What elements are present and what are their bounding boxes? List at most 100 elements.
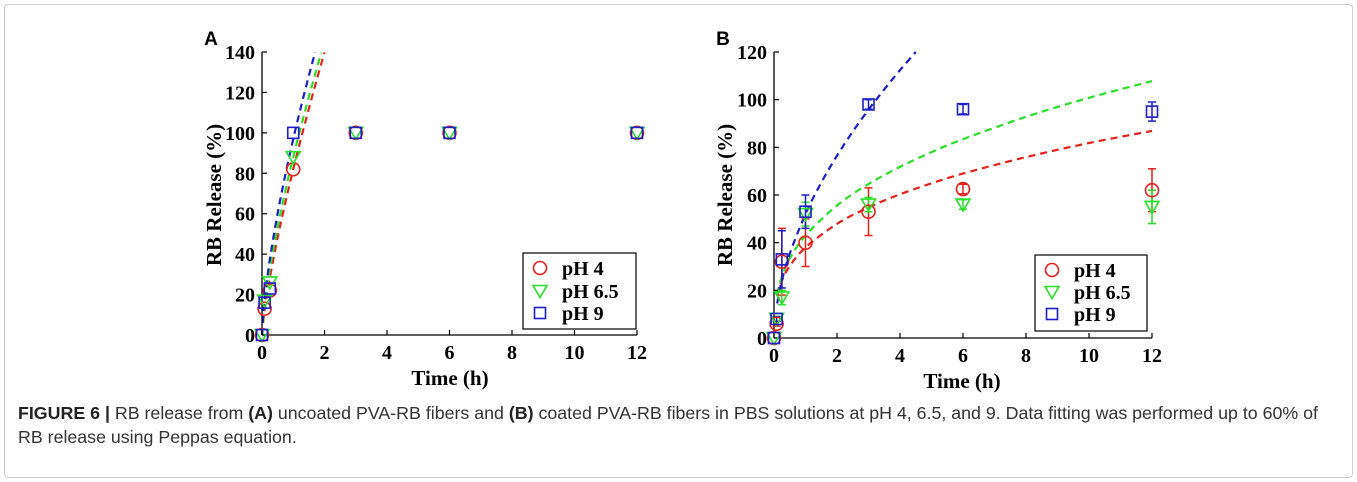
y-tick-label-a-3: 60 — [235, 204, 255, 226]
y-tick-label-a-2: 40 — [235, 244, 255, 266]
caption-text-4: RB release using Peppas equation. — [18, 427, 297, 447]
data-point-a-ph-9-5 — [443, 126, 456, 140]
data-point-a-ph-9-0 — [255, 328, 269, 342]
legend-label-b-ph-9: pH 9 — [1074, 304, 1116, 326]
caption-text-1: RB release from — [109, 403, 249, 423]
caption-panel-b-ref: (B) — [508, 403, 534, 423]
error-bar-b-ph-9-2 — [777, 230, 786, 289]
legend-box-b — [1034, 254, 1148, 332]
data-point-b-ph-9-4 — [862, 98, 875, 111]
data-point-a-ph-9-3 — [286, 126, 300, 140]
y-axis-label-b: RB Release (%) — [713, 124, 737, 266]
figure-caption: FIGURE 6 | RB release from (A) uncoated … — [18, 401, 1348, 449]
y-tick-label-a-7: 140 — [225, 42, 255, 64]
caption-panel-a-ref: (A) — [248, 403, 273, 423]
fit-line-b-2 — [776, 51, 917, 304]
y-axis-label-a: RB Release (%) — [202, 124, 226, 266]
data-point-b-ph-9-2 — [775, 253, 789, 266]
panel-label-a: A — [204, 29, 218, 50]
data-point-b-ph-9-6 — [1145, 105, 1159, 118]
y-tick-label-b-2: 40 — [747, 233, 767, 255]
x-tick-label-b-5: 10 — [1079, 345, 1099, 367]
data-point-b-ph-4-5 — [955, 181, 971, 197]
caption-text-2: uncoated PVA-RB fibers and — [272, 403, 509, 423]
y-tick-label-b-1: 20 — [747, 280, 767, 302]
y-tick-label-b-3: 60 — [747, 185, 767, 207]
figure-frame — [4, 4, 1353, 478]
error-bar-b-ph-4-5 — [959, 183, 967, 195]
legend-marker-a-ph-6-5 — [531, 284, 549, 300]
fit-line-a-2 — [260, 51, 317, 336]
x-tick-label-b-2: 4 — [895, 345, 905, 367]
data-point-b-ph-9-5 — [956, 102, 970, 116]
data-point-a-ph-9-2 — [263, 282, 277, 295]
data-point-b-ph-6-5-3 — [797, 207, 814, 223]
y-tick-label-a-6: 120 — [225, 82, 255, 104]
data-point-a-ph-9-6 — [630, 126, 644, 140]
data-point-a-ph-9-4 — [349, 126, 363, 140]
data-point-b-ph-9-0 — [767, 331, 781, 345]
fit-line-b-1 — [776, 80, 1153, 295]
data-point-b-ph-6-5-6 — [1143, 200, 1161, 216]
legend-marker-a-ph-9 — [533, 306, 547, 320]
panel-label-b: B — [716, 29, 730, 50]
legend-marker-b-ph-4 — [1044, 262, 1060, 278]
legend-label-b-ph-4: pH 4 — [1074, 260, 1116, 282]
x-axis-label-b: Time (h) — [923, 369, 1000, 393]
data-point-a-ph-6-5-3 — [284, 150, 302, 166]
y-tick-label-a-5: 100 — [225, 123, 255, 145]
error-bar-b-ph-9-5 — [959, 103, 967, 115]
x-tick-label-a-3: 6 — [445, 342, 455, 364]
data-point-a-ph-9-1 — [258, 296, 271, 309]
data-point-b-ph-9-1 — [770, 312, 783, 326]
y-tick-label-a-4: 80 — [235, 163, 255, 185]
error-bar-b-ph-9-3 — [801, 194, 810, 230]
x-axis-label-a: Time (h) — [411, 366, 488, 390]
x-tick-label-a-6: 12 — [627, 342, 647, 364]
data-point-b-ph-6-5-2 — [773, 291, 791, 306]
x-tick-label-a-2: 4 — [382, 342, 392, 364]
y-tick-label-b-5: 100 — [737, 90, 767, 112]
error-bar-b-ph-9-6 — [1148, 101, 1156, 122]
caption-line-1: FIGURE 6 | RB release from (A) uncoated … — [18, 401, 1348, 425]
legend-marker-a-ph-4 — [532, 260, 548, 276]
legend-b: pH 4pH 6.5pH 9 — [1034, 254, 1148, 332]
x-tick-label-b-6: 12 — [1142, 345, 1162, 367]
x-tick-label-b-0: 0 — [769, 345, 779, 367]
legend-a: pH 4pH 6.5pH 9 — [522, 252, 637, 330]
legend-label-b-ph-6-5: pH 6.5 — [1074, 282, 1131, 304]
legend-marker-b-ph-6-5 — [1043, 285, 1061, 301]
y-tick-label-b-4: 80 — [747, 137, 767, 159]
caption-text-3: coated PVA-RB fibers in PBS solutions at… — [533, 403, 1318, 423]
data-point-a-ph-6-5-1 — [256, 294, 273, 309]
legend-box-a — [522, 252, 637, 330]
legend-label-a-ph-4: pH 4 — [562, 258, 604, 280]
y-tick-label-a-0: 0 — [245, 325, 255, 347]
data-point-b-ph-4-2 — [774, 254, 790, 270]
x-tick-label-b-4: 8 — [1021, 345, 1031, 367]
data-point-b-ph-9-3 — [799, 205, 812, 218]
x-tick-label-b-1: 2 — [832, 345, 842, 367]
data-point-b-ph-4-4 — [861, 204, 876, 219]
fit-line-a-0 — [260, 52, 326, 336]
y-tick-label-a-1: 20 — [235, 285, 255, 307]
data-point-b-ph-6-5-5 — [954, 198, 972, 213]
x-tick-label-a-1: 2 — [320, 342, 330, 364]
legend-label-a-ph-9: pH 9 — [562, 303, 604, 325]
x-tick-label-b-3: 6 — [958, 345, 968, 367]
data-point-a-ph-4-1 — [257, 301, 272, 317]
y-tick-label-b-0: 0 — [757, 328, 767, 350]
legend-marker-b-ph-9 — [1045, 307, 1059, 321]
data-point-b-ph-6-5-4 — [860, 198, 877, 213]
data-point-b-ph-4-3 — [798, 235, 813, 250]
y-tick-label-b-6: 120 — [737, 42, 767, 64]
x-tick-label-a-4: 8 — [507, 342, 517, 364]
x-tick-label-a-5: 10 — [565, 342, 585, 364]
figure-number: FIGURE 6 | — [18, 403, 110, 423]
caption-line-2: RB release using Peppas equation. — [18, 425, 1348, 449]
legend-label-a-ph-6-5: pH 6.5 — [562, 281, 619, 303]
fit-line-b-0 — [776, 129, 1153, 297]
